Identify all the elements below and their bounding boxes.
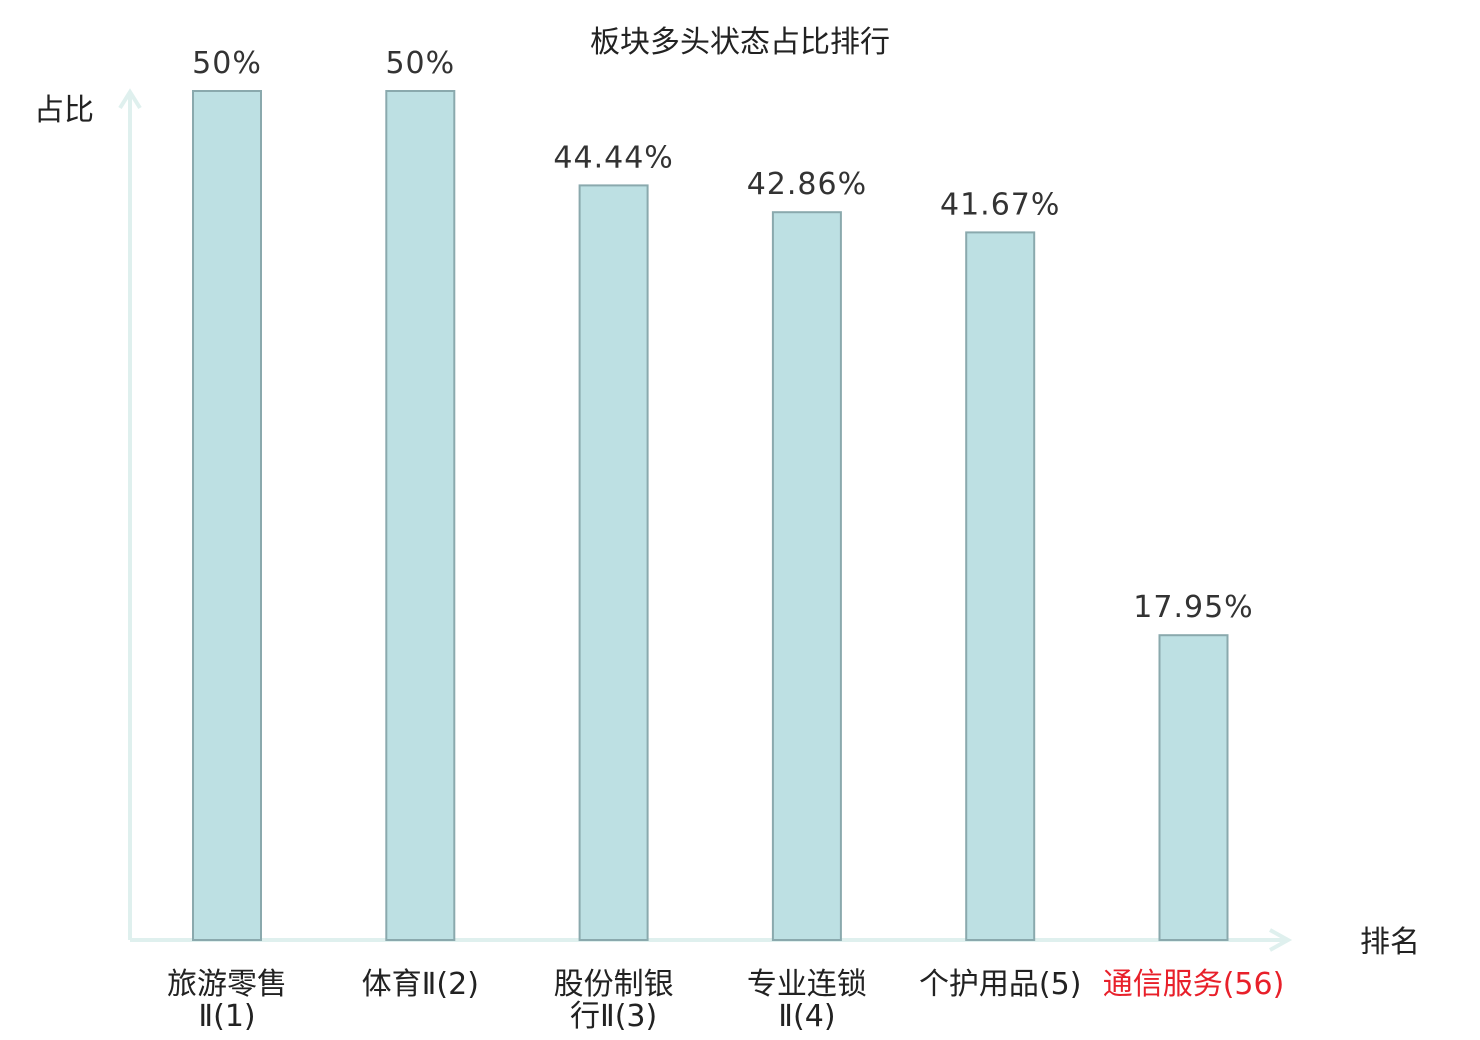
chart-title: 板块多头状态占比排行 <box>590 25 890 60</box>
value-label-5: 41.67% <box>940 187 1060 222</box>
x-axis-label: 排名 <box>1360 925 1420 960</box>
y-axis-label: 占比 <box>34 93 94 128</box>
x-axis-arrow <box>1269 928 1293 952</box>
value-label-2: 50% <box>385 46 455 81</box>
y-axis-arrow <box>118 88 142 110</box>
value-label-1: 50% <box>192 46 262 81</box>
bar-4 <box>771 211 842 941</box>
category-label-6: 通信服务(56) <box>1103 967 1285 1002</box>
category-label-line: Ⅱ(4) <box>778 999 835 1034</box>
value-label-3: 44.44% <box>553 140 673 175</box>
category-labels-group: 旅游零售 Ⅱ(1) 体育Ⅱ(2) 股份制银行Ⅱ(3) 专业连锁 Ⅱ(4) 个护用品(5) 通信… <box>167 967 1284 1034</box>
bar-1 <box>192 90 262 941</box>
bar-3 <box>578 184 649 941</box>
bar-6 <box>1158 634 1229 941</box>
category-label-3: 股份制银行Ⅱ(3) <box>554 967 674 1034</box>
category-label-line: 行Ⅱ(3) <box>570 999 657 1034</box>
axes <box>118 88 1293 952</box>
category-label-line: 专业连锁 <box>747 967 867 1002</box>
bar-5 <box>965 231 1036 941</box>
value-label-4: 42.86% <box>747 167 867 202</box>
category-label-line: Ⅱ(1) <box>198 999 255 1034</box>
category-label-1: 旅游零售 Ⅱ(1) <box>167 967 287 1034</box>
category-label-2: 体育Ⅱ(2) <box>362 967 479 1002</box>
category-label-line: 旅游零售 <box>167 967 287 1002</box>
bar-2 <box>385 90 456 941</box>
category-label-line: 股份制银 <box>554 967 674 1002</box>
value-label-6: 17.95% <box>1133 590 1253 625</box>
category-label-4: 专业连锁 Ⅱ(4) <box>747 967 867 1034</box>
category-label-line: 个护用品(5) <box>919 967 1082 1002</box>
value-labels-group: 50% 50% 44.44% 42.86% 41.67% 17.95% <box>192 46 1253 625</box>
category-label-line: 体育Ⅱ(2) <box>362 967 479 1002</box>
bars-group <box>192 90 1229 941</box>
category-label-line: 通信服务(56) <box>1103 967 1285 1002</box>
category-label-5: 个护用品(5) <box>919 967 1082 1002</box>
